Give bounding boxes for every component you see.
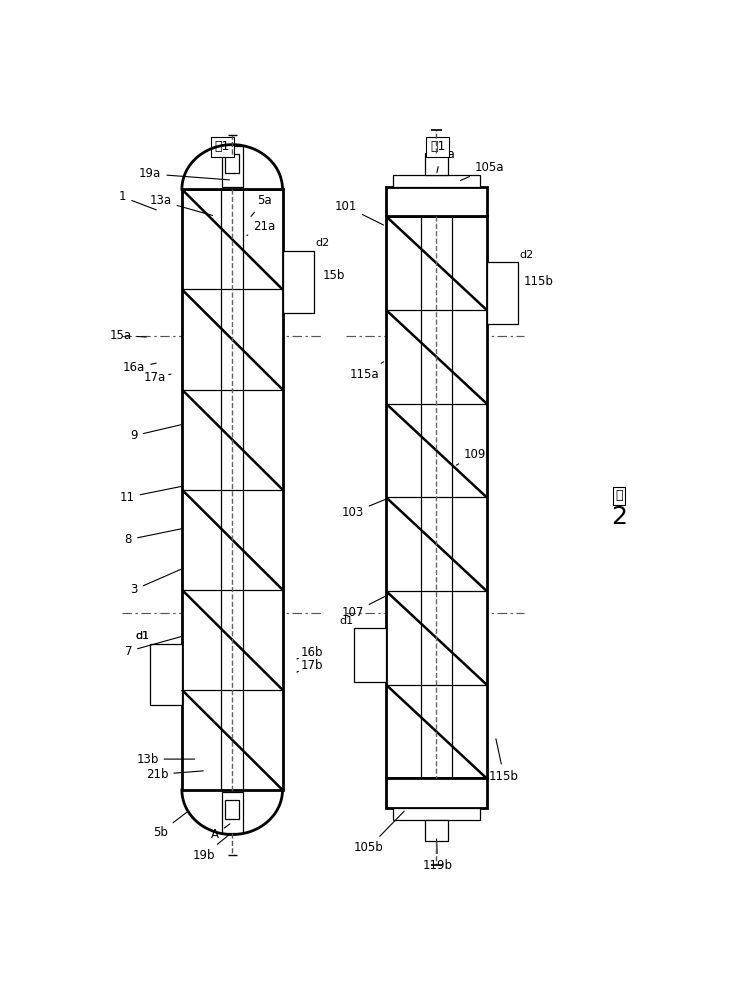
Text: 115b: 115b: [524, 275, 554, 288]
Text: 15a: 15a: [109, 329, 146, 342]
Text: 17a: 17a: [144, 371, 171, 384]
Text: d1: d1: [135, 631, 149, 641]
Text: 19b: 19b: [192, 834, 230, 862]
Text: 103: 103: [341, 498, 388, 519]
Bar: [283, 251, 314, 312]
Bar: [226, 800, 239, 819]
Text: 5a: 5a: [251, 194, 272, 216]
Bar: [386, 778, 487, 808]
Text: 图: 图: [615, 489, 623, 502]
Text: 101: 101: [335, 200, 384, 225]
Bar: [393, 808, 480, 820]
Text: 15b: 15b: [323, 269, 345, 282]
Text: d1: d1: [135, 631, 149, 641]
Text: 21a: 21a: [247, 220, 275, 235]
Bar: [355, 628, 386, 682]
Text: 13b: 13b: [137, 753, 194, 766]
Text: d2: d2: [315, 238, 329, 248]
Text: 119a: 119a: [426, 148, 456, 173]
Polygon shape: [182, 145, 283, 189]
Text: 11: 11: [119, 486, 182, 504]
Text: 2: 2: [611, 505, 627, 529]
Text: 109: 109: [456, 448, 486, 465]
Bar: [393, 175, 480, 187]
Bar: [150, 644, 182, 705]
Text: 119b: 119b: [423, 839, 453, 872]
Text: 16a: 16a: [123, 361, 156, 374]
Polygon shape: [182, 790, 283, 835]
Text: d1: d1: [339, 615, 353, 626]
Bar: [222, 146, 243, 187]
Bar: [386, 187, 487, 216]
Text: 图1: 图1: [214, 140, 230, 153]
Text: 3: 3: [131, 569, 181, 596]
Text: 图1: 图1: [430, 140, 445, 153]
Text: 16b: 16b: [297, 646, 324, 659]
Bar: [182, 189, 283, 790]
Text: 9: 9: [131, 425, 181, 442]
Text: 105b: 105b: [354, 811, 404, 854]
Text: 105a: 105a: [461, 161, 505, 180]
Text: 107: 107: [341, 595, 388, 619]
Text: 21b: 21b: [146, 768, 203, 781]
Text: 115b: 115b: [489, 739, 519, 783]
Bar: [425, 153, 448, 175]
Bar: [226, 154, 239, 173]
Text: A: A: [211, 824, 230, 841]
Text: 1: 1: [119, 190, 157, 210]
Text: d2: d2: [519, 250, 533, 260]
Text: 8: 8: [125, 529, 182, 546]
Text: 5b: 5b: [153, 812, 186, 839]
Text: 13a: 13a: [150, 194, 212, 215]
Text: 19a: 19a: [139, 167, 229, 180]
Text: 115a: 115a: [349, 362, 384, 381]
Bar: [487, 262, 519, 324]
Text: 17b: 17b: [297, 659, 324, 672]
Bar: [222, 792, 243, 833]
Text: 7: 7: [125, 637, 181, 658]
Bar: [386, 216, 487, 778]
Bar: [425, 820, 448, 841]
